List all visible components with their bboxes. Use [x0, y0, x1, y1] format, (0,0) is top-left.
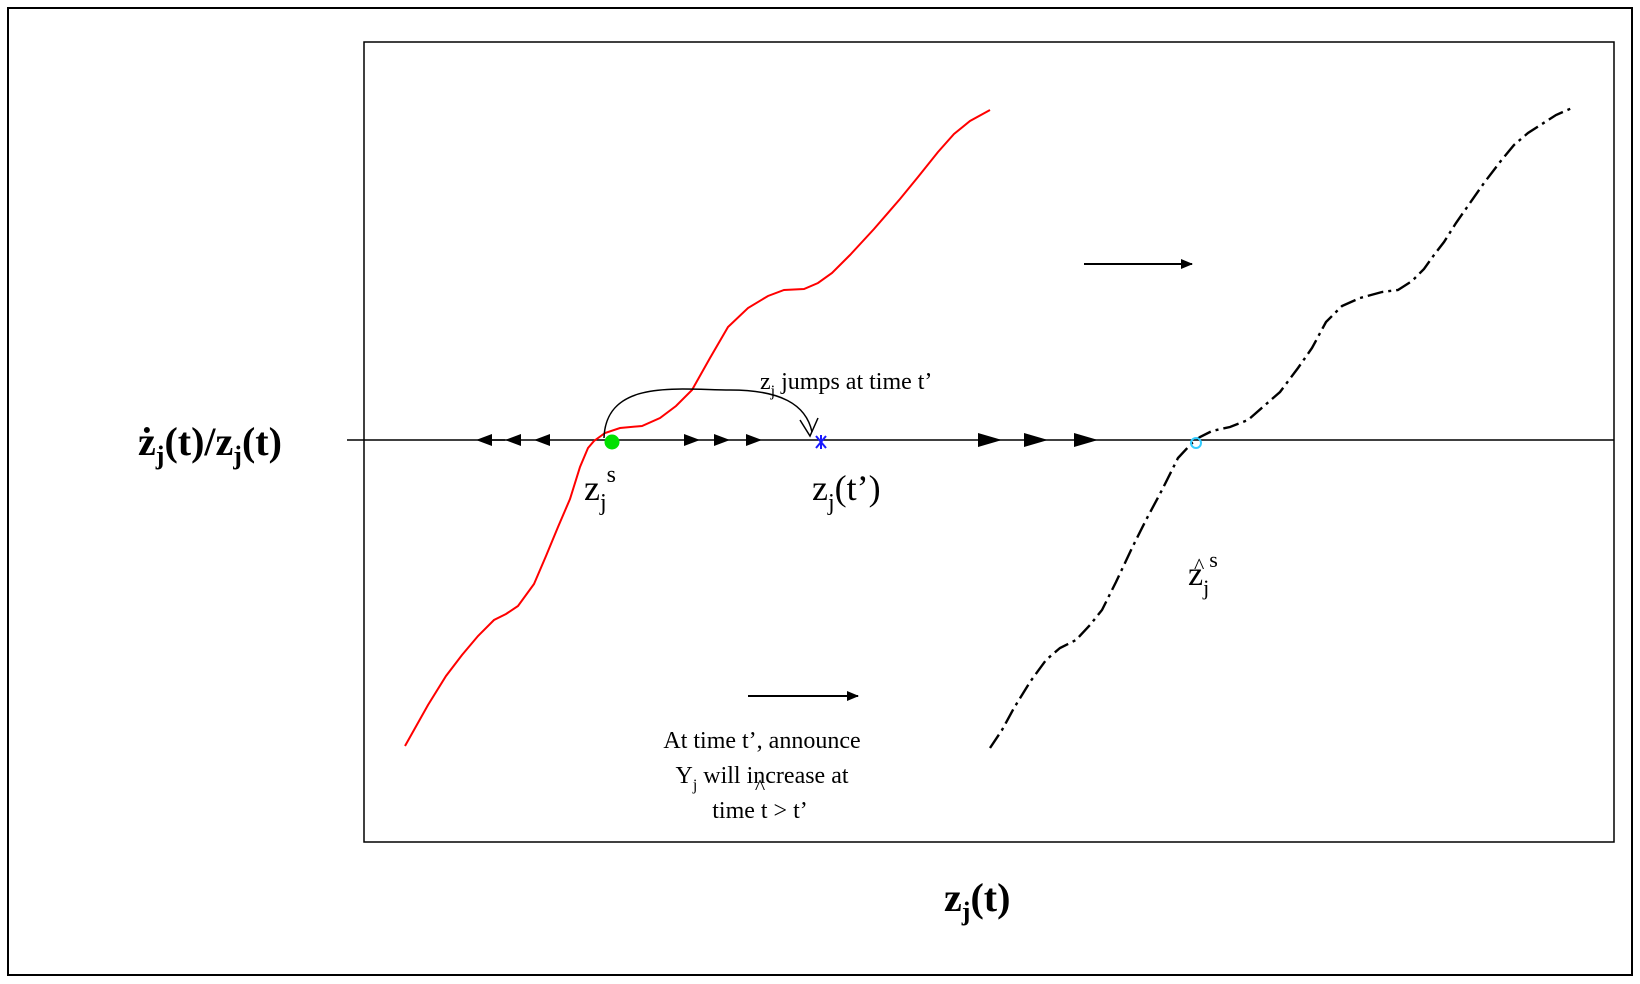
jump-arc — [603, 388, 813, 439]
announce-line-3: time t > t’ — [712, 798, 808, 824]
red-curve — [404, 109, 991, 747]
left-arrow-1 — [476, 434, 492, 446]
flow-arrows-right-small — [684, 434, 762, 446]
jump-label: zj jumps at time t’ — [760, 369, 932, 400]
right-arrow-1 — [684, 434, 700, 446]
x-axis-label: zj(t) — [944, 875, 1010, 926]
right-arrow-2 — [714, 434, 730, 446]
announce-hat: ^ — [755, 774, 766, 799]
flow-arrows-right-large — [978, 433, 1098, 447]
stable-point-label: zjs — [584, 462, 616, 516]
hat-point-label: zjs — [1188, 547, 1218, 600]
right-arrow-large-3 — [1074, 433, 1098, 447]
announce-line-1: At time t’, announce — [663, 728, 860, 754]
announce-line-2: Yj will increase at — [675, 763, 848, 794]
jump-point-label: zj(t’) — [812, 468, 881, 516]
jump-point-marker — [815, 435, 827, 449]
plot-area — [363, 41, 1615, 843]
hat-point-marker — [1190, 437, 1202, 449]
black-dash-dot-curve — [989, 106, 1573, 749]
right-arrow-3 — [746, 434, 762, 446]
stable-point-marker — [604, 434, 620, 450]
announcement-block: At time t’, announce Yj will increase at… — [663, 728, 860, 824]
figure-frame — [7, 7, 1633, 976]
hat-point-hat: ^ — [1194, 553, 1205, 578]
flow-arrows-left — [476, 434, 550, 446]
right-arrow-large-2 — [1024, 433, 1048, 447]
right-arrow-large-1 — [978, 433, 1002, 447]
jump-arc-arrowhead — [799, 417, 819, 438]
left-arrow-3 — [534, 434, 550, 446]
y-axis-label: żj(t)/zj(t) — [138, 419, 282, 470]
left-arrow-2 — [505, 434, 521, 446]
